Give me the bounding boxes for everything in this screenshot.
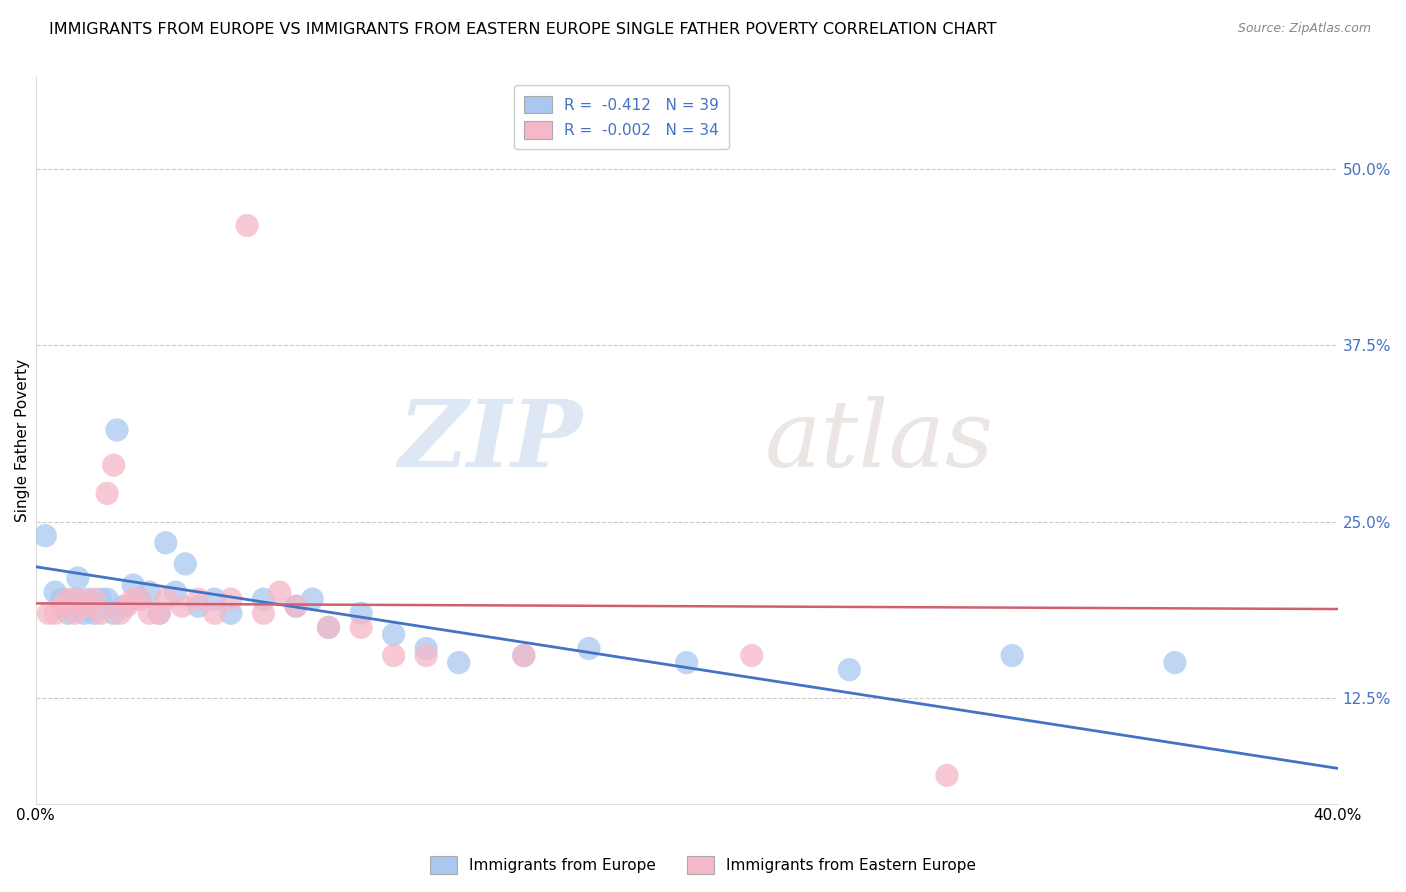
- Point: [187, 592, 209, 607]
- Text: Source: ZipAtlas.com: Source: ZipAtlas.com: [1237, 22, 1371, 36]
- Legend: R =  -0.412   N = 39, R =  -0.002   N = 34: R = -0.412 N = 39, R = -0.002 N = 34: [513, 85, 730, 149]
- Point: [115, 599, 138, 614]
- Point: [51, 599, 73, 614]
- Point: [1001, 648, 1024, 663]
- Text: IMMIGRANTS FROM EUROPE VS IMMIGRANTS FROM EASTERN EUROPE SINGLE FATHER POVERTY C: IMMIGRANTS FROM EUROPE VS IMMIGRANTS FRO…: [49, 22, 997, 37]
- Text: atlas: atlas: [765, 395, 994, 485]
- Point: [83, 592, 105, 607]
- Point: [165, 585, 187, 599]
- Point: [90, 607, 112, 621]
- Point: [63, 592, 86, 607]
- Point: [252, 607, 274, 621]
- Point: [285, 599, 308, 614]
- Point: [138, 607, 160, 621]
- Point: [252, 592, 274, 607]
- Point: [155, 535, 177, 549]
- Point: [70, 599, 93, 614]
- Point: [219, 592, 242, 607]
- Point: [66, 592, 89, 607]
- Point: [63, 607, 86, 621]
- Point: [34, 529, 56, 543]
- Point: [838, 663, 860, 677]
- Point: [285, 599, 308, 614]
- Y-axis label: Single Father Poverty: Single Father Poverty: [15, 359, 30, 522]
- Point: [138, 585, 160, 599]
- Point: [447, 656, 470, 670]
- Point: [350, 607, 373, 621]
- Point: [90, 592, 112, 607]
- Point: [578, 641, 600, 656]
- Point: [301, 592, 323, 607]
- Point: [204, 607, 226, 621]
- Point: [675, 656, 697, 670]
- Point: [128, 592, 150, 607]
- Point: [103, 607, 125, 621]
- Point: [219, 607, 242, 621]
- Point: [936, 768, 959, 782]
- Point: [382, 648, 405, 663]
- Point: [56, 592, 79, 607]
- Point: [105, 423, 128, 437]
- Point: [76, 599, 98, 614]
- Point: [170, 599, 193, 614]
- Point: [269, 585, 291, 599]
- Point: [148, 607, 170, 621]
- Point: [415, 648, 437, 663]
- Point: [382, 627, 405, 641]
- Point: [83, 607, 105, 621]
- Point: [513, 648, 536, 663]
- Point: [51, 592, 73, 607]
- Point: [128, 592, 150, 607]
- Point: [38, 607, 60, 621]
- Point: [415, 641, 437, 656]
- Point: [318, 620, 340, 634]
- Point: [73, 607, 96, 621]
- Point: [44, 607, 66, 621]
- Point: [148, 607, 170, 621]
- Point: [96, 592, 118, 607]
- Point: [155, 592, 177, 607]
- Point: [56, 607, 79, 621]
- Point: [112, 599, 135, 614]
- Point: [1164, 656, 1187, 670]
- Point: [44, 585, 66, 599]
- Point: [108, 607, 131, 621]
- Point: [53, 599, 76, 614]
- Point: [103, 458, 125, 473]
- Point: [236, 219, 259, 233]
- Point: [76, 592, 98, 607]
- Point: [96, 486, 118, 500]
- Point: [513, 648, 536, 663]
- Point: [122, 592, 145, 607]
- Point: [187, 599, 209, 614]
- Point: [204, 592, 226, 607]
- Point: [318, 620, 340, 634]
- Point: [174, 557, 197, 571]
- Text: ZIP: ZIP: [398, 395, 582, 485]
- Point: [350, 620, 373, 634]
- Point: [66, 571, 89, 585]
- Point: [122, 578, 145, 592]
- Point: [741, 648, 763, 663]
- Legend: Immigrants from Europe, Immigrants from Eastern Europe: Immigrants from Europe, Immigrants from …: [423, 850, 983, 880]
